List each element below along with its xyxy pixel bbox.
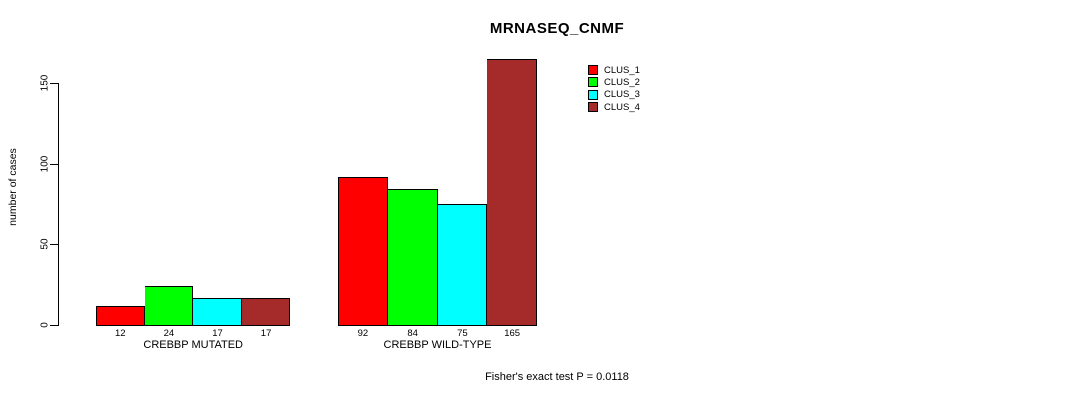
- legend-swatch-icon: [588, 89, 598, 100]
- bar-clus_2-2: [387, 189, 438, 326]
- y-tick-mark: [50, 83, 58, 84]
- legend-swatch-icon: [588, 77, 598, 88]
- bar-clus_1-2: [338, 176, 388, 326]
- y-tick-mark: [50, 244, 58, 246]
- bar-value-label: 165: [504, 328, 521, 339]
- bar-clus_4-2: [487, 58, 537, 326]
- bar-clus_1-1: [96, 305, 145, 326]
- chart-title: MRNASEQ_CNMF: [489, 20, 625, 37]
- legend-item-clus_1: CLUS_1: [588, 64, 640, 76]
- bar-value-label: 75: [457, 328, 468, 339]
- bar-clus_2-1: [144, 286, 194, 326]
- y-axis-line: [58, 83, 59, 326]
- y-tick-label: 100: [39, 155, 51, 172]
- annotation-pvalue: Fisher's exact test P = 0.0118: [485, 371, 629, 383]
- y-tick-mark: [50, 325, 58, 326]
- bar-value-label: 17: [212, 328, 223, 339]
- legend-item-clus_2: CLUS_2: [588, 76, 640, 88]
- legend-item-clus_4: CLUS_4: [588, 101, 640, 113]
- bar-clus_4-1: [241, 297, 291, 326]
- legend-swatch-icon: [588, 65, 598, 76]
- bar-value-label: 17: [260, 328, 272, 339]
- y-tick-label: 150: [39, 74, 51, 92]
- legend-label: CLUS_2: [604, 76, 640, 88]
- bar-value-label: 12: [115, 328, 126, 339]
- legend-label: CLUS_4: [604, 101, 640, 113]
- bar-clus_3-1: [193, 297, 242, 326]
- group-label-2: CREBBP WILD-TYPE: [383, 339, 492, 351]
- legend: CLUS_1 CLUS_2 CLUS_3 CLUS_4: [588, 64, 640, 113]
- y-axis-label: number of cases: [7, 148, 19, 226]
- bar-value-label: 92: [357, 328, 369, 339]
- bar-value-label: 84: [407, 328, 418, 339]
- legend-swatch-icon: [588, 102, 598, 113]
- bar-clus_3-2: [437, 204, 488, 326]
- y-tick-label: 50: [39, 238, 51, 250]
- legend-label: CLUS_1: [604, 64, 640, 76]
- y-tick-label: 0: [39, 322, 51, 328]
- legend-label: CLUS_3: [604, 89, 640, 101]
- legend-item-clus_3: CLUS_3: [588, 89, 640, 101]
- bar-value-label: 24: [163, 328, 175, 339]
- group-label-1: CREBBP MUTATED: [143, 339, 243, 351]
- y-tick-mark: [50, 163, 58, 165]
